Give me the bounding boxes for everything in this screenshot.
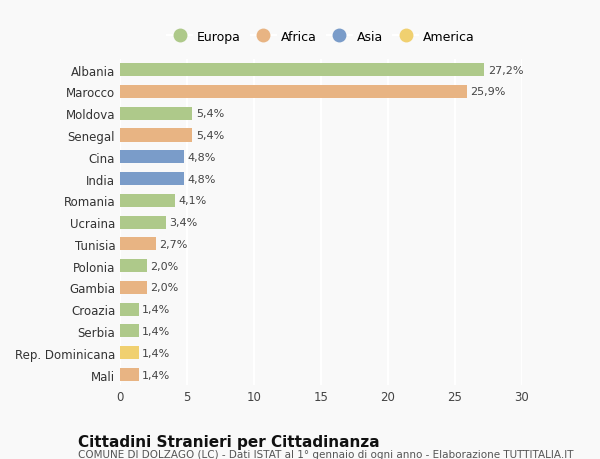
Text: 5,4%: 5,4%	[196, 131, 224, 141]
Legend: Europa, Africa, Asia, America: Europa, Africa, Asia, America	[163, 27, 479, 47]
Text: 1,4%: 1,4%	[142, 326, 170, 336]
Text: COMUNE DI DOLZAGO (LC) - Dati ISTAT al 1° gennaio di ogni anno - Elaborazione TU: COMUNE DI DOLZAGO (LC) - Dati ISTAT al 1…	[78, 449, 574, 459]
Bar	[120, 347, 139, 359]
Bar	[120, 86, 467, 99]
Text: 2,7%: 2,7%	[160, 239, 188, 249]
Text: 4,1%: 4,1%	[178, 196, 206, 206]
Text: 25,9%: 25,9%	[470, 87, 506, 97]
Text: 1,4%: 1,4%	[142, 369, 170, 380]
Bar	[120, 173, 184, 186]
Text: 1,4%: 1,4%	[142, 348, 170, 358]
Bar	[120, 64, 484, 77]
Text: 1,4%: 1,4%	[142, 304, 170, 314]
Text: 4,8%: 4,8%	[188, 152, 216, 162]
Text: Cittadini Stranieri per Cittadinanza: Cittadini Stranieri per Cittadinanza	[78, 434, 380, 449]
Bar	[120, 281, 147, 294]
Bar	[120, 216, 166, 229]
Bar	[120, 194, 175, 207]
Bar	[120, 151, 184, 164]
Text: 2,0%: 2,0%	[150, 261, 178, 271]
Bar	[120, 325, 139, 338]
Text: 4,8%: 4,8%	[188, 174, 216, 184]
Bar	[120, 238, 156, 251]
Bar	[120, 129, 193, 142]
Text: 2,0%: 2,0%	[150, 283, 178, 293]
Bar	[120, 259, 147, 273]
Bar	[120, 303, 139, 316]
Text: 3,4%: 3,4%	[169, 218, 197, 228]
Bar	[120, 107, 193, 121]
Text: 27,2%: 27,2%	[488, 66, 523, 76]
Text: 5,4%: 5,4%	[196, 109, 224, 119]
Bar	[120, 368, 139, 381]
